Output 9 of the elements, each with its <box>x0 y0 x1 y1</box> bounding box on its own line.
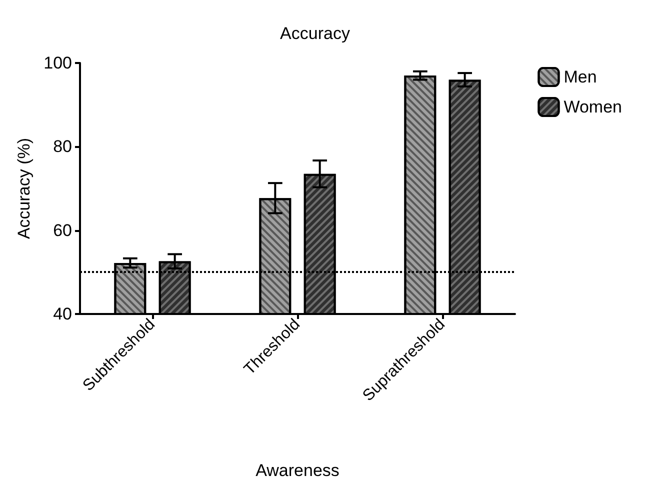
y-tick-label: 100 <box>44 54 72 72</box>
y-axis-title: Accuracy (%) <box>14 138 34 240</box>
y-tick-label: 80 <box>53 137 72 156</box>
x-axis-title: Awareness <box>256 461 340 480</box>
y-tick-label: 60 <box>53 220 72 240</box>
y-tick-label: 40 <box>53 304 72 324</box>
legend-label: Men <box>564 68 597 86</box>
chart-title: Accuracy <box>280 24 350 43</box>
legend-label: Women <box>564 98 622 116</box>
